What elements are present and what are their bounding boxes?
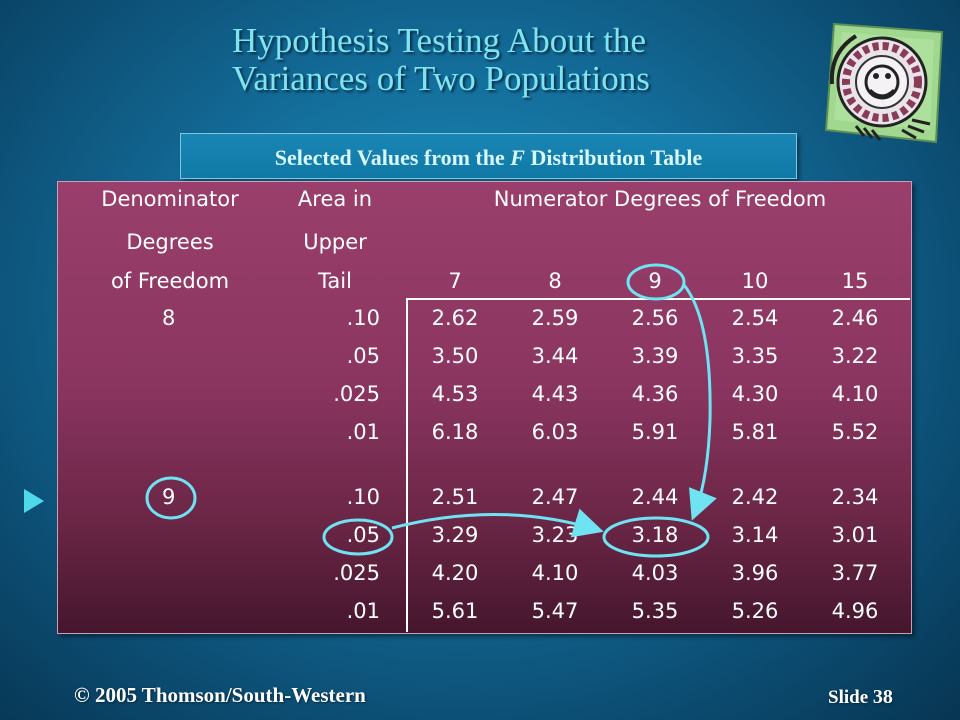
area-cell: .01 bbox=[346, 420, 380, 444]
value-cell: 3.22 bbox=[831, 344, 879, 368]
value-cell: 3.96 bbox=[731, 561, 779, 585]
copyright-text: © 2005 Thomson/South-Western bbox=[74, 683, 366, 707]
value-cell: 2.59 bbox=[531, 306, 579, 330]
value-cell: 2.46 bbox=[831, 306, 879, 330]
header-of-freedom: of Freedom bbox=[110, 269, 230, 293]
numerator-df-10: 10 bbox=[741, 269, 769, 293]
value-cell: 5.35 bbox=[631, 599, 679, 623]
value-cell: 2.56 bbox=[631, 306, 679, 330]
value-cell: 4.30 bbox=[731, 382, 779, 406]
gauge-clipart-icon bbox=[824, 22, 944, 144]
slide-title: Hypothesis Testing About the Variances o… bbox=[232, 22, 792, 98]
value-cell: 5.52 bbox=[831, 420, 879, 444]
value-cell: 3.18 bbox=[631, 523, 679, 547]
value-cell: 4.53 bbox=[431, 382, 479, 406]
area-cell: .05 bbox=[346, 344, 380, 368]
value-cell: 5.91 bbox=[631, 420, 679, 444]
area-cell: .025 bbox=[333, 382, 380, 406]
area-cell: .01 bbox=[346, 599, 380, 623]
value-cell: 3.50 bbox=[431, 344, 479, 368]
header-degrees: Degrees bbox=[126, 230, 214, 254]
f-distribution-table bbox=[57, 181, 912, 634]
value-cell: 6.03 bbox=[531, 420, 579, 444]
area-cell: .05 bbox=[346, 523, 380, 547]
value-cell: 2.62 bbox=[431, 306, 479, 330]
slide-number: 38 bbox=[872, 686, 893, 708]
value-cell: 2.54 bbox=[731, 306, 779, 330]
right-triangle-icon bbox=[24, 489, 44, 513]
value-cell: 2.51 bbox=[431, 485, 479, 509]
numerator-df-7: 7 bbox=[448, 269, 462, 293]
subtitle-banner: Selected Values from the F Distribution … bbox=[180, 133, 797, 179]
value-cell: 3.77 bbox=[831, 561, 879, 585]
slide-number-label: Slide 38 bbox=[828, 686, 893, 709]
value-cell: 3.35 bbox=[731, 344, 779, 368]
denominator-df-9: 9 bbox=[162, 485, 176, 509]
value-cell: 3.29 bbox=[431, 523, 479, 547]
denominator-df-8: 8 bbox=[162, 306, 176, 330]
subtitle-text-before: Selected Values from the bbox=[274, 145, 511, 170]
value-cell: 3.44 bbox=[531, 344, 579, 368]
slide-label: Slide bbox=[828, 687, 869, 708]
numerator-df-9: 9 bbox=[648, 269, 662, 293]
value-cell: 4.03 bbox=[631, 561, 679, 585]
table-divider-horizontal bbox=[406, 298, 910, 300]
value-cell: 4.10 bbox=[831, 382, 879, 406]
value-cell: 5.81 bbox=[731, 420, 779, 444]
value-cell: 3.39 bbox=[631, 344, 679, 368]
value-cell: 3.01 bbox=[831, 523, 879, 547]
title-line-1: Hypothesis Testing About the bbox=[232, 21, 646, 60]
value-cell: 4.20 bbox=[431, 561, 479, 585]
value-cell: 6.18 bbox=[431, 420, 479, 444]
value-cell: 3.14 bbox=[731, 523, 779, 547]
value-cell: 5.26 bbox=[731, 599, 779, 623]
value-cell: 2.44 bbox=[631, 485, 679, 509]
header-area-in: Area in bbox=[297, 187, 373, 211]
area-cell: .025 bbox=[333, 561, 380, 585]
area-cell: .10 bbox=[346, 306, 380, 330]
subtitle-f-italic: F bbox=[510, 145, 525, 170]
value-cell: 2.47 bbox=[531, 485, 579, 509]
value-cell: 2.42 bbox=[731, 485, 779, 509]
numerator-df-15: 15 bbox=[841, 269, 869, 293]
subtitle-text-after: Distribution Table bbox=[524, 145, 703, 170]
area-cell: .10 bbox=[346, 485, 380, 509]
table-divider-vertical bbox=[406, 298, 408, 632]
value-cell: 4.43 bbox=[531, 382, 579, 406]
value-cell: 5.47 bbox=[531, 599, 579, 623]
value-cell: 3.23 bbox=[531, 523, 579, 547]
header-numerator-df: Numerator Degrees of Freedom bbox=[493, 187, 827, 211]
header-upper: Upper bbox=[303, 230, 367, 254]
value-cell: 4.96 bbox=[831, 599, 879, 623]
header-tail: Tail bbox=[318, 269, 352, 293]
value-cell: 4.36 bbox=[631, 382, 679, 406]
value-cell: 4.10 bbox=[531, 561, 579, 585]
numerator-df-8: 8 bbox=[548, 269, 562, 293]
header-denominator: Denominator bbox=[101, 187, 239, 211]
title-line-2: Variances of Two Populations bbox=[232, 59, 650, 98]
value-cell: 2.34 bbox=[831, 485, 879, 509]
value-cell: 5.61 bbox=[431, 599, 479, 623]
